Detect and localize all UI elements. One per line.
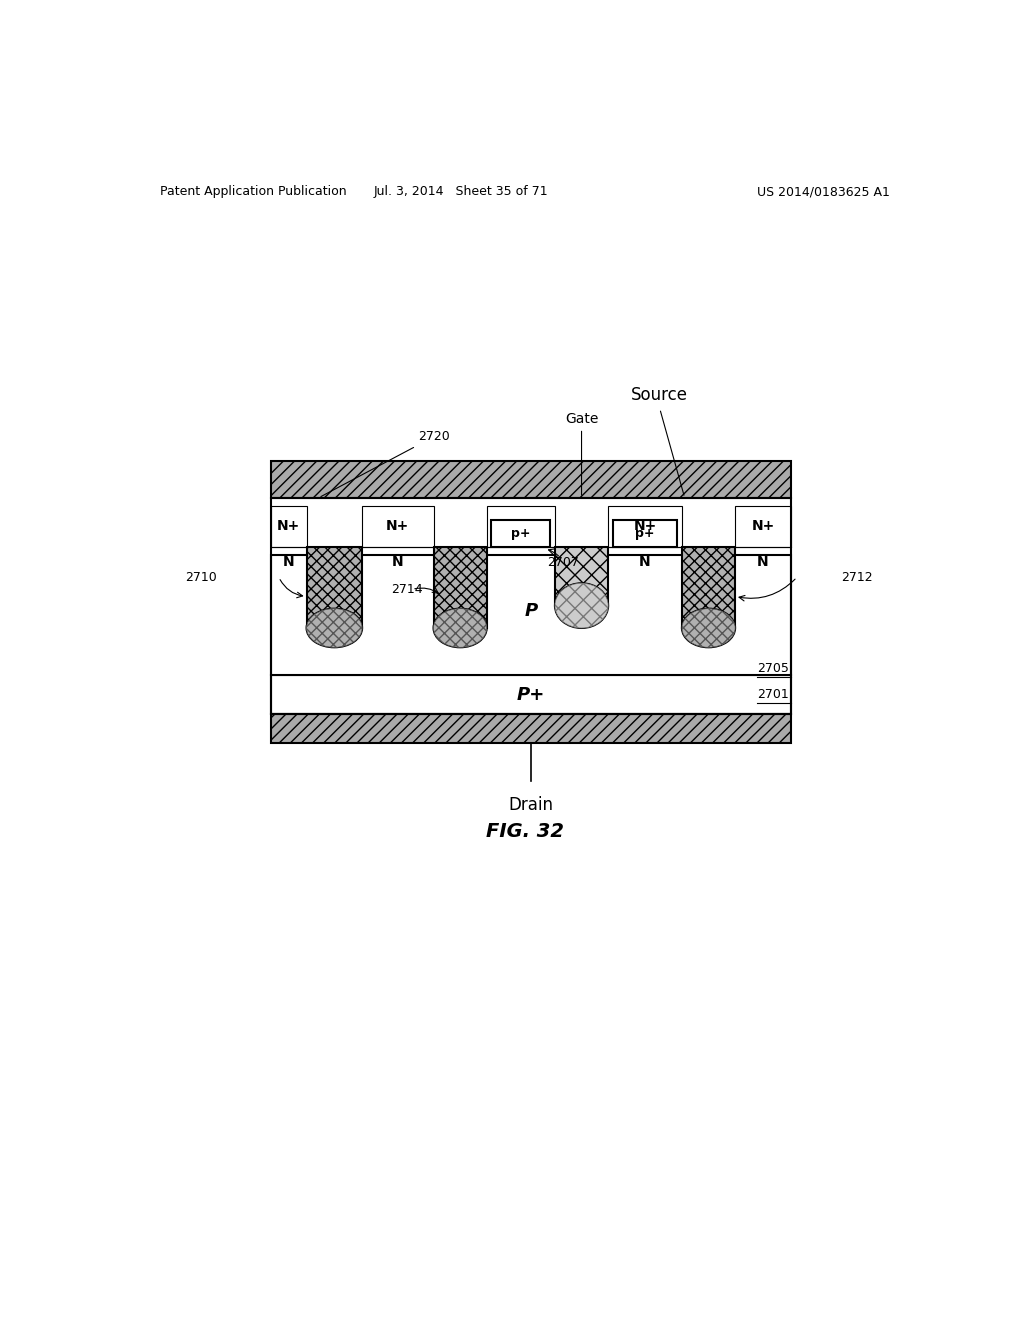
- Bar: [555, 546, 608, 606]
- Bar: [270, 714, 791, 743]
- Bar: [270, 506, 306, 546]
- Bar: [362, 506, 433, 546]
- Text: N: N: [639, 554, 651, 569]
- Text: Gate: Gate: [565, 412, 598, 495]
- Text: N: N: [757, 554, 769, 569]
- Ellipse shape: [555, 583, 608, 628]
- Text: US 2014/0183625 A1: US 2014/0183625 A1: [757, 185, 890, 198]
- Bar: [486, 506, 555, 546]
- Ellipse shape: [682, 609, 735, 647]
- Ellipse shape: [682, 609, 735, 647]
- Text: 2701: 2701: [758, 688, 790, 701]
- Bar: [433, 546, 486, 628]
- Text: N+: N+: [278, 519, 300, 533]
- Text: 2714: 2714: [391, 583, 423, 595]
- Text: P+: P+: [516, 685, 545, 704]
- Text: Patent Application Publication: Patent Application Publication: [160, 185, 346, 198]
- Text: N+: N+: [634, 519, 656, 533]
- Text: 2720: 2720: [321, 430, 450, 496]
- Text: N+: N+: [386, 519, 410, 533]
- Ellipse shape: [306, 609, 362, 647]
- Text: 2705: 2705: [758, 663, 790, 675]
- Bar: [608, 506, 682, 546]
- Text: N: N: [283, 554, 295, 569]
- Text: 2712: 2712: [841, 570, 872, 583]
- Ellipse shape: [433, 609, 486, 647]
- Text: FIG. 32: FIG. 32: [485, 822, 564, 841]
- Text: p+: p+: [635, 527, 654, 540]
- Bar: [270, 554, 791, 675]
- Bar: [270, 675, 791, 714]
- Bar: [613, 520, 677, 546]
- Text: p+: p+: [511, 527, 530, 540]
- Bar: [682, 546, 735, 628]
- Bar: [492, 520, 550, 546]
- Ellipse shape: [306, 609, 362, 647]
- Bar: [735, 506, 791, 546]
- Text: Jul. 3, 2014   Sheet 35 of 71: Jul. 3, 2014 Sheet 35 of 71: [374, 185, 549, 198]
- Ellipse shape: [433, 609, 486, 647]
- Ellipse shape: [555, 583, 608, 628]
- Text: P: P: [524, 602, 538, 619]
- Bar: [306, 546, 362, 628]
- Bar: [270, 461, 791, 498]
- Text: 2710: 2710: [185, 570, 217, 583]
- Text: Source: Source: [631, 387, 688, 404]
- Text: 2707: 2707: [547, 557, 579, 569]
- Bar: [270, 498, 791, 714]
- Text: Drain: Drain: [508, 796, 553, 813]
- Text: N: N: [392, 554, 403, 569]
- Text: N+: N+: [752, 519, 774, 533]
